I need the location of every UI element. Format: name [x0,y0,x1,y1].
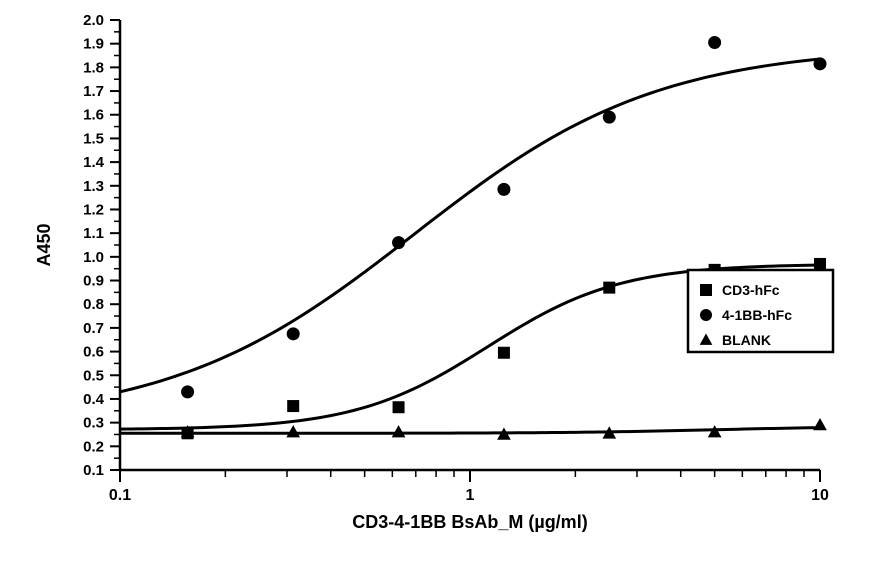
y-tick-label: 1.7 [83,83,104,100]
y-tick-label: 0.8 [83,296,104,313]
legend-label-bb: 4-1BB-hFc [722,307,792,323]
y-tick-label: 1.0 [83,249,104,266]
point-cd3 [288,401,299,412]
data-points [182,37,826,440]
y-tick-label: 0.5 [83,367,104,384]
point-bb [393,237,405,249]
y-tick-label: 0.2 [83,438,104,455]
legend-marker-bb [701,310,712,321]
y-tick-label: 1.2 [83,201,104,218]
point-blank [393,426,405,437]
fitted-curves [120,59,820,433]
axis-labels: CD3-4-1BB BsAb_M (µg/ml) A450 [34,223,588,532]
y-tick-label: 1.5 [83,130,104,147]
dose-response-chart: 0.1 1 10 0.1 0.2 0.3 0.4 0.5 0.6 0.7 0.8 0.9 1.0 1.1 1… [0,0,896,570]
point-cd3 [815,258,826,269]
point-bb [498,183,510,195]
y-tick-label: 0.7 [83,320,104,337]
y-tick-label: 1.9 [83,36,104,53]
legend-label-blank: BLANK [722,332,771,348]
legend-label-cd3: CD3-hFc [722,282,780,298]
point-cd3 [393,402,404,413]
point-bb [603,111,615,123]
x-tick-label: 1 [466,487,475,504]
point-cd3 [498,347,509,358]
y-tick-label: 0.9 [83,273,104,290]
y-tick-label: 1.3 [83,178,104,195]
point-blank [709,426,721,437]
y-tick-label: 1.8 [83,59,104,76]
point-bb [709,37,721,49]
x-tick-label: 0.1 [109,487,131,504]
legend-marker-cd3 [701,285,712,296]
y-tick-label: 0.6 [83,344,104,361]
point-blank [287,426,299,437]
point-blank [814,419,826,430]
y-tick-label: 0.4 [83,391,105,408]
x-axis-label: CD3-4-1BB BsAb_M (µg/ml) [352,512,587,532]
y-tick-label: 0.1 [83,462,104,479]
y-tick-label: 2.0 [83,12,104,29]
y-tick-label: 1.4 [83,154,105,171]
y-axis-label: A450 [34,223,54,266]
x-tick-label: 10 [811,487,829,504]
legend: CD3-hFc 4-1BB-hFc BLANK [688,270,833,352]
point-bb [814,58,826,70]
point-bb [182,386,194,398]
point-bb [287,328,299,340]
point-cd3 [604,282,615,293]
y-tick-label: 0.3 [83,415,104,432]
y-tick-label: 1.1 [83,225,104,242]
y-tick-label: 1.6 [83,107,104,124]
